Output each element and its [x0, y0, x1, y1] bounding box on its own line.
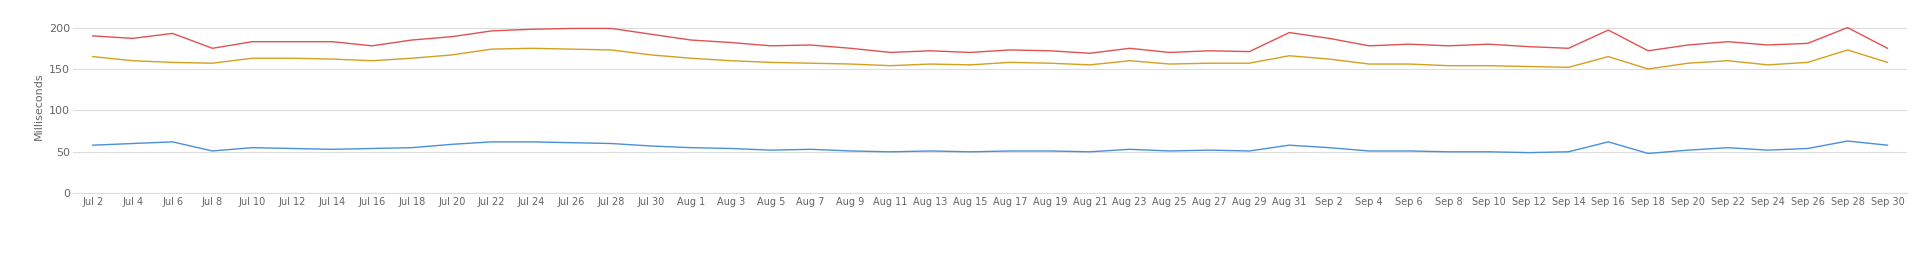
Y-axis label: Milliseconds: Milliseconds: [33, 72, 44, 140]
